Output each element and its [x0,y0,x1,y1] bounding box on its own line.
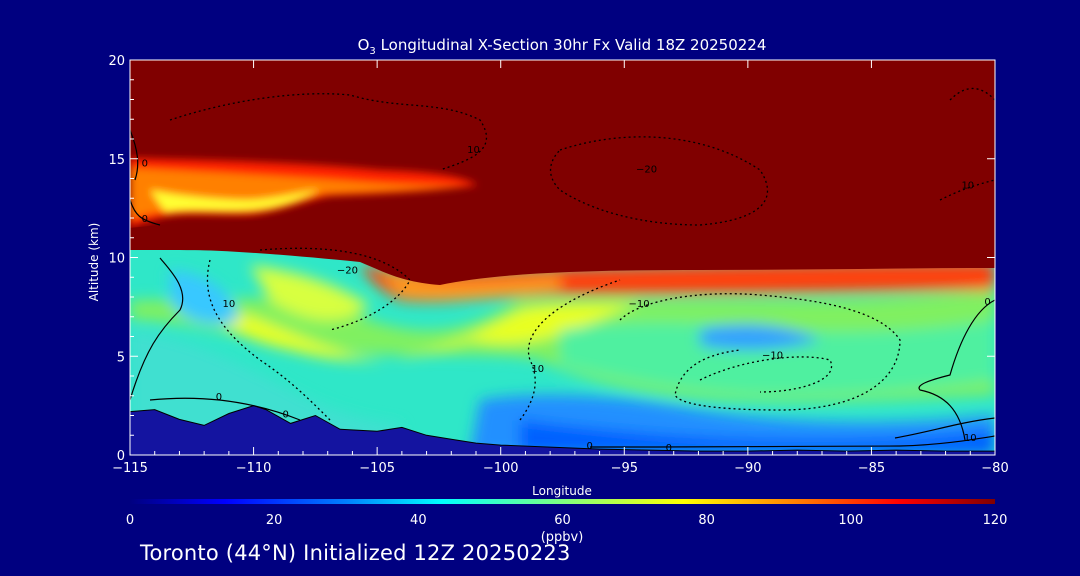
contour-label: −10 [629,299,650,310]
x-tick-label: −100 [483,461,519,476]
chart-title: O3 Longitudinal X-Section 30hr Fx Valid … [358,36,767,57]
y-axis-label: Altitude (km) [87,223,101,302]
colorbar-tick-label: 80 [698,513,715,528]
colorbar [130,499,995,504]
chart-title-sub: 3 [369,46,375,57]
contour-label: −20 [636,165,657,176]
colorbar-tick-label: 60 [554,513,571,528]
contour-label: 10 [467,145,480,156]
y-tick-label: 0 [117,449,125,464]
contour-label: 0 [586,441,592,452]
chart-title-post: Longitudinal X-Section 30hr Fx Valid 18Z… [376,36,767,54]
colorbar-tick-label: 120 [983,513,1008,528]
contour-label: 0 [142,214,148,225]
x-axis: −115 −110 −105 −100 −95 −90 −85 −80 [112,60,1009,476]
colorbar-tick-label: 20 [266,513,283,528]
x-tick-label: −80 [981,461,1008,476]
x-tick-label: −110 [236,461,272,476]
colorbar-ticks: 0 20 40 60 80 100 120 [126,513,1008,528]
x-tick-label: −95 [611,461,638,476]
chart-title-pre: O [358,36,370,54]
y-tick-label: 5 [117,350,125,365]
contour-label: 10 [961,180,974,191]
contour-label: −20 [337,265,358,276]
contour-label: 10 [222,299,235,310]
y-tick-label: 10 [108,252,125,267]
colorbar-tick-label: 100 [838,513,863,528]
footer-info: Toronto (44°N) Initialized 12Z 20250223 [140,541,571,565]
ozone-field [130,60,995,455]
contour-label: −10 [762,350,783,361]
x-tick-label: −90 [734,461,761,476]
x-tick-label: −105 [359,461,395,476]
contour-label: 0 [984,297,990,308]
terrain [130,405,995,455]
contour-label: 0 [666,443,672,454]
x-axis-label: Longitude [532,484,592,498]
colorbar-tick-label: 0 [126,513,134,528]
colorbar-tick-label: 40 [410,513,427,528]
y-tick-label: 20 [108,54,125,69]
y-axis: 0 5 10 15 20 [108,54,995,464]
contour-label: 0 [142,159,148,170]
contour-lines-dotted [169,87,995,421]
colorbar-label: (ppbv) [541,530,584,545]
y-tick-label: 15 [108,153,125,168]
contour-label: 10 [964,433,977,444]
contour-label: 0 [216,392,222,403]
contour-label: 10 [531,364,544,375]
x-tick-label: −85 [858,461,885,476]
contour-lines [130,129,995,448]
x-tick-label: −115 [112,461,148,476]
contour-label: 0 [283,410,289,421]
contour-labels: 0 0 10 −20 10 −20 10 −10 0 −10 10 0 0 0 0 10 [142,145,991,454]
